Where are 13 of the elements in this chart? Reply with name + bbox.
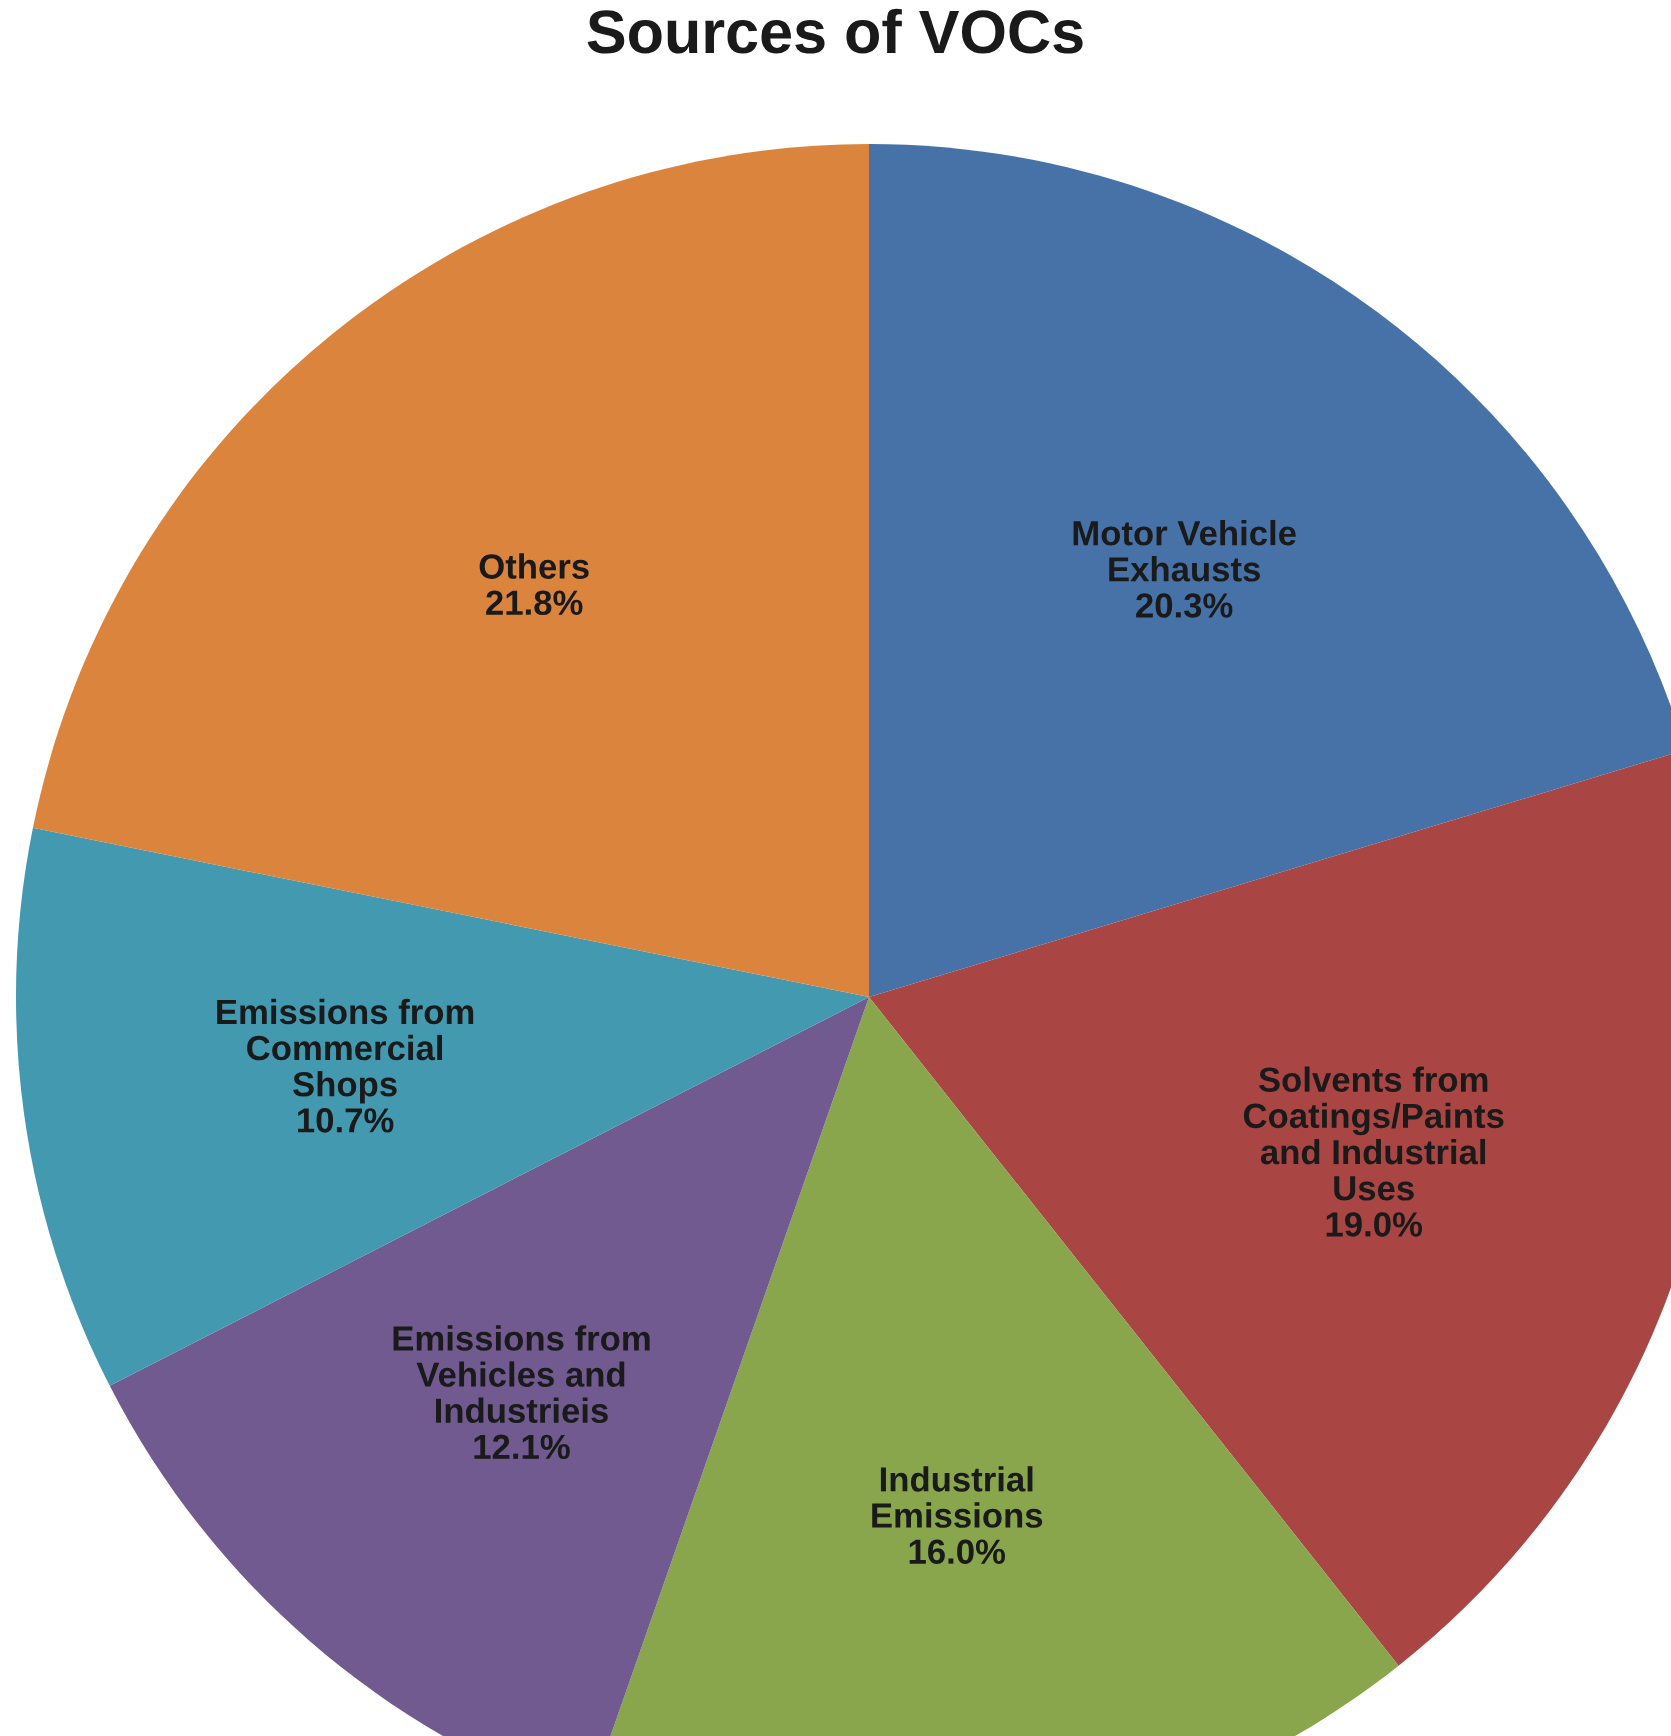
slice-label: Motor Vehicle Exhausts <box>1073 519 1296 582</box>
slice-label: Emissions from Commercial Shops <box>217 998 474 1104</box>
data-label: 19.0% <box>1326 1212 1423 1237</box>
slice-label: Solvents from Coatings/Paints and Industrial Uses <box>1243 1066 1504 1201</box>
data-label: 10.7% <box>298 1108 394 1133</box>
data-label: 16.0% <box>909 1539 1006 1564</box>
chart-title: Sources of VOCs <box>587 8 1083 54</box>
slice-label: Others <box>479 553 589 579</box>
data-label: 20.3% <box>1136 593 1233 618</box>
data-label: 21.8% <box>486 590 583 616</box>
slice-label: Emissions from Vehicles and Industrieis <box>393 1325 650 1424</box>
slice-label: Industrial Emissions <box>872 1466 1043 1528</box>
data-label: 12.1% <box>474 1434 570 1460</box>
